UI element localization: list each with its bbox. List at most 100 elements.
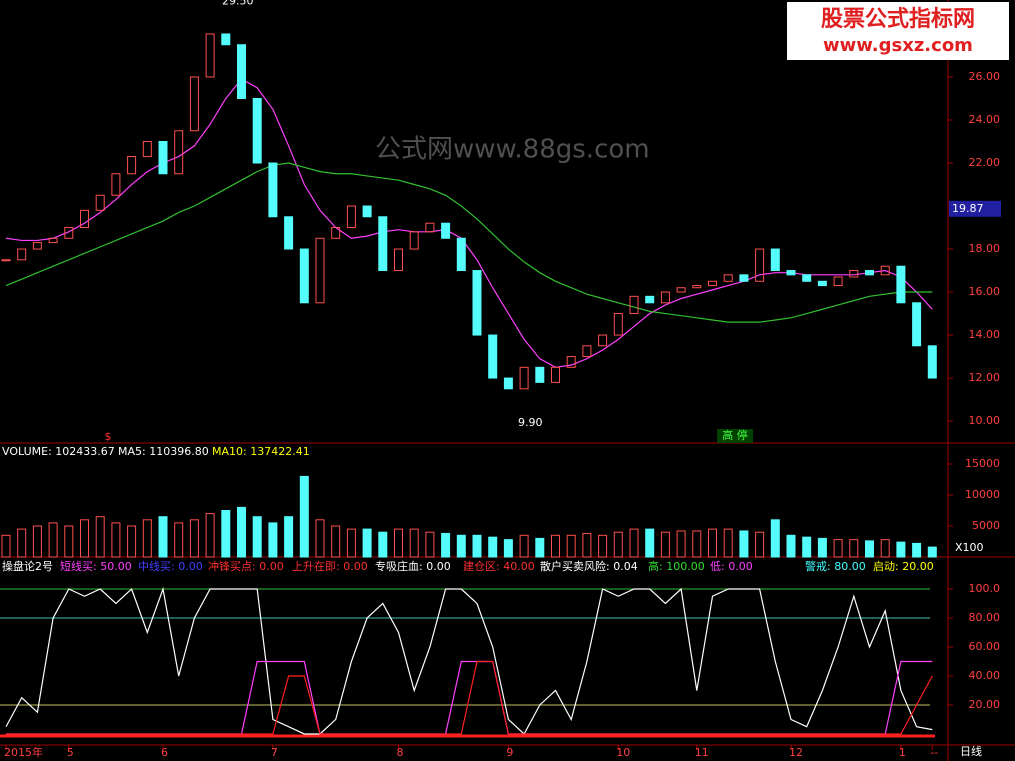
y-tick-label: 80.00 <box>969 611 1001 624</box>
candle <box>472 270 482 336</box>
candle <box>32 242 42 250</box>
volume-bar <box>205 513 215 558</box>
low-label: 9.90 <box>518 416 543 429</box>
candle <box>739 274 749 282</box>
candle <box>174 130 184 175</box>
logo-box <box>787 2 1009 60</box>
volume-bar <box>676 530 686 558</box>
y-tick-label: 100.0 <box>969 582 1001 595</box>
candle <box>362 205 372 218</box>
x-tick-label: 6 <box>161 746 168 759</box>
volume-bar <box>1 534 11 558</box>
volume-bar <box>770 519 780 558</box>
y-tick-label: 15000 <box>965 457 1000 470</box>
candle <box>346 205 356 229</box>
indicator-line <box>5 586 933 735</box>
y-tick-label: 24.00 <box>969 113 1001 126</box>
candle <box>17 248 27 261</box>
indicator-header: 冲锋买点: 0.00 <box>208 559 284 573</box>
marker: 高 停 <box>722 428 748 442</box>
candle <box>95 194 105 211</box>
volume-bar <box>95 516 105 558</box>
candle <box>833 276 843 287</box>
y-tick-label: 26.00 <box>969 70 1001 83</box>
candle <box>503 377 513 390</box>
volume-bar <box>80 519 89 558</box>
volume-bar <box>362 528 372 558</box>
volume-bar <box>189 519 199 558</box>
volume-bar <box>48 522 58 558</box>
volume-bar <box>346 528 356 558</box>
candle <box>221 33 231 46</box>
candle <box>315 237 325 304</box>
period-label: 日线 <box>960 744 982 758</box>
volume-bar <box>833 539 843 558</box>
volume-bar <box>708 528 717 558</box>
volume-bar <box>472 534 482 558</box>
volume-bar <box>331 525 341 558</box>
candle <box>519 366 529 390</box>
candle <box>80 209 89 229</box>
candle <box>927 345 937 379</box>
volume-bar <box>142 519 152 558</box>
candle <box>456 237 466 272</box>
candle <box>613 313 623 336</box>
indicator-header: 警戒: 80.00 <box>805 559 866 573</box>
candle <box>189 76 199 132</box>
candle <box>268 162 278 218</box>
marker: $ <box>105 430 112 443</box>
candle <box>237 44 246 99</box>
y-tick-label: 40.00 <box>969 669 1001 682</box>
y-tick-label: 14.00 <box>969 328 1001 341</box>
candle <box>582 345 592 358</box>
candle <box>331 227 341 239</box>
high-label: 29.50 <box>222 0 254 8</box>
candle <box>535 366 545 383</box>
volume-bar <box>519 534 529 558</box>
volume-header: MA5: 110396.80 <box>118 445 209 458</box>
y-tick-label: 18.00 <box>969 242 1001 255</box>
candle <box>1 259 11 262</box>
volume-bar <box>645 528 655 558</box>
y-tick-label: 10000 <box>965 488 1000 501</box>
volume-bar <box>755 531 765 558</box>
candle <box>158 141 168 175</box>
candle <box>786 270 796 276</box>
x-tick-label: 2015年 <box>4 745 43 759</box>
x-tick-label: 9 <box>506 746 513 759</box>
volume-bar <box>551 534 560 558</box>
volume-bar <box>896 541 906 558</box>
candle <box>394 248 403 272</box>
volume-bar <box>880 539 890 558</box>
candle <box>770 248 780 272</box>
volume-bar <box>598 534 608 558</box>
ma-line <box>5 162 933 323</box>
candle <box>299 248 309 304</box>
volume-unit: X100 <box>955 541 984 554</box>
indicator-header: 散户买卖风险: 0.04 <box>540 559 638 573</box>
volume-bar <box>378 531 388 558</box>
volume-bar <box>394 528 403 558</box>
x-tick-label: 10 <box>616 746 630 759</box>
volume-header: VOLUME: 102433.67 <box>2 445 115 458</box>
volume-bar <box>692 530 702 558</box>
volume-bar <box>111 522 121 558</box>
candle <box>645 295 655 304</box>
volume-bar <box>786 534 796 558</box>
volume-bar <box>456 534 466 558</box>
logo-title: 股票公式指标网 <box>821 6 975 32</box>
x-tick-label: 12 <box>789 746 803 759</box>
x-tick-label: 11 <box>695 746 709 759</box>
candle <box>723 274 733 282</box>
volume-bar <box>127 525 137 558</box>
candle <box>598 334 608 347</box>
volume-header: MA10: 137422.41 <box>212 445 310 458</box>
volume-bar <box>268 522 278 558</box>
x-tick-label: 8 <box>397 746 404 759</box>
candle <box>284 216 294 250</box>
candle <box>48 237 58 244</box>
indicator-header: 短线买: 50.00 <box>60 559 132 573</box>
y-tick-label: 5000 <box>972 519 1000 532</box>
current-box <box>949 200 1001 217</box>
y-tick-label: 16.00 <box>969 285 1001 298</box>
